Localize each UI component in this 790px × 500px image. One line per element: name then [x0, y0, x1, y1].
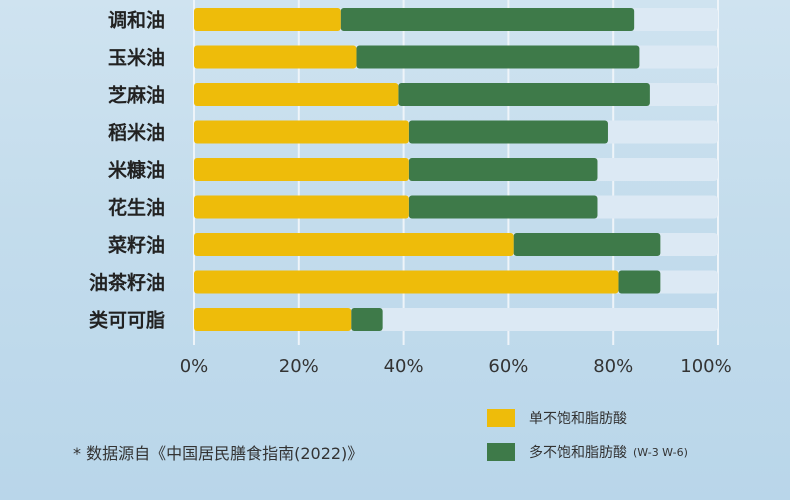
bar-mono-6: [194, 233, 514, 256]
bar-mono-0: [194, 8, 341, 31]
bar-poly-7: [618, 270, 661, 294]
x-axis-ticks: 0% 20% 40% 60% 80% 100%: [180, 356, 732, 377]
legend-swatch-mono: [487, 409, 515, 427]
category-label: 稻米油: [108, 121, 165, 144]
category-label: 菜籽油: [107, 234, 165, 257]
bar-mono-5: [194, 195, 409, 219]
bar-poly-8: [351, 308, 383, 331]
legend-swatch-poly: [487, 443, 515, 461]
legend-item-poly: 多不饱和脂肪酸 (W-3 W-6): [487, 442, 688, 462]
legend-label-poly: 多不饱和脂肪酸: [529, 445, 627, 461]
bar-poly-5: [408, 195, 598, 219]
bar-poly-1: [356, 45, 640, 69]
bars: [194, 8, 718, 331]
source-footnote: * 数据源自《中国居民膳食指南(2022)》: [73, 444, 364, 463]
category-label: 米糠油: [108, 159, 165, 182]
category-label: 芝麻油: [108, 84, 165, 107]
bar-mono-8: [194, 308, 352, 331]
category-label: 调和油: [108, 9, 165, 32]
bar-poly-0: [340, 8, 635, 31]
bar-mono-7: [194, 270, 619, 294]
x-tick-label: 0%: [180, 356, 209, 377]
bar-mono-3: [194, 120, 409, 144]
bar-poly-6: [513, 233, 661, 256]
category-label: 类可可脂: [89, 309, 165, 332]
category-label: 花生油: [108, 196, 165, 219]
bar-poly-4: [408, 158, 598, 181]
x-tick-label: 80%: [593, 356, 633, 377]
category-label: 玉米油: [108, 46, 165, 69]
category-label: 油茶籽油: [89, 271, 165, 294]
x-tick-label: 60%: [488, 356, 528, 377]
x-tick-label: 20%: [279, 356, 319, 377]
bar-poly-3: [408, 120, 608, 144]
legend-item-mono: 单不饱和脂肪酸: [487, 408, 627, 428]
legend-label-mono: 单不饱和脂肪酸: [529, 411, 627, 427]
bar-mono-1: [194, 45, 357, 69]
x-tick-label: 40%: [384, 356, 424, 377]
bar-mono-2: [194, 83, 399, 106]
bar-mono-4: [194, 158, 409, 181]
bar-poly-2: [398, 83, 650, 106]
x-tick-label: 100%: [680, 356, 731, 377]
legend-label-poly-suffix: (W-3 W-6): [633, 445, 688, 459]
